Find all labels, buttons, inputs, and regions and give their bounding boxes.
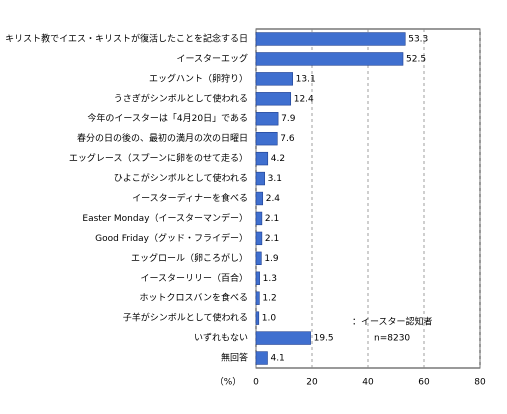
y-tick-label: ホットクロスバンを食べる (140, 292, 248, 304)
bar (255, 131, 278, 146)
bar (255, 52, 404, 66)
value-label: 12.4 (294, 94, 314, 104)
value-label: 1.2 (262, 294, 276, 304)
bar (255, 311, 260, 325)
value-label: 1.3 (263, 274, 277, 284)
y-tick-label: 春分の日の後の、最初の満月の次の日曜日 (77, 132, 248, 144)
annotation: ：イースター認知者 (352, 316, 433, 328)
y-tick-label: キリスト教でイエス・キリストが復活したことを記念する日 (5, 32, 248, 44)
y-tick-label: Good Friday（グッド・フライデー） (95, 232, 248, 244)
value-label: 4.1 (270, 354, 284, 364)
value-label: 19.5 (314, 334, 334, 344)
value-label: 13.1 (296, 74, 316, 84)
y-tick-label: Easter Monday（イースターマンデー） (82, 212, 248, 224)
y-tick-label: いずれもない (194, 333, 248, 344)
bar (255, 211, 263, 226)
bar (255, 191, 264, 206)
bar (255, 231, 263, 246)
value-label: 1.0 (262, 314, 277, 324)
x-tick-label: 80 (474, 378, 486, 388)
bar (255, 32, 406, 46)
y-tick-label: エッグロール（卵ころがし） (131, 252, 248, 264)
bar (255, 171, 265, 186)
y-tick-label: 子羊がシンボルとして使われる (123, 312, 248, 324)
y-tick-label: ひよこがシンボルとして使われる (114, 172, 248, 184)
bar (255, 251, 262, 266)
x-tick-label: 0 (253, 378, 259, 388)
bar (255, 331, 311, 345)
value-label: 7.6 (280, 134, 295, 144)
y-tick-label: イースターリリー（百合） (140, 272, 248, 284)
y-tick-label: エッグハント（卵狩り） (149, 72, 248, 84)
x-tick-label: 40 (362, 378, 374, 388)
y-tick-label: イースターエッグ (176, 52, 248, 64)
value-label: 7.9 (281, 114, 296, 124)
annotation: n=8230 (374, 334, 410, 344)
bar (255, 112, 279, 126)
y-tick-label: 無回答 (221, 352, 248, 364)
value-label: 2.1 (265, 234, 279, 244)
y-tick-label: イースターディナーを食べる (132, 192, 248, 204)
x-tick-label: 60 (418, 378, 430, 388)
x-tick-label: 20 (306, 378, 318, 388)
y-tick-label: 今年のイースターは「4月20日」である (87, 112, 248, 124)
bar (255, 92, 292, 106)
y-tick-label: うさぎがシンボルとして使われる (114, 92, 248, 104)
bar (255, 271, 260, 285)
bar (255, 151, 269, 166)
bar (255, 291, 260, 305)
value-label: 4.2 (271, 154, 285, 164)
value-label: 2.4 (266, 194, 281, 204)
bar (255, 351, 268, 365)
value-label: 52.5 (406, 54, 426, 64)
value-label: 53.3 (408, 34, 428, 44)
y-tick-label: エッグレース（スプーンに卵をのせて走る） (69, 152, 248, 164)
bar (255, 72, 293, 86)
x-axis-label: （%） (215, 377, 242, 388)
value-label: 1.9 (264, 254, 279, 264)
value-label: 2.1 (265, 214, 279, 224)
value-label: 3.1 (268, 174, 282, 184)
